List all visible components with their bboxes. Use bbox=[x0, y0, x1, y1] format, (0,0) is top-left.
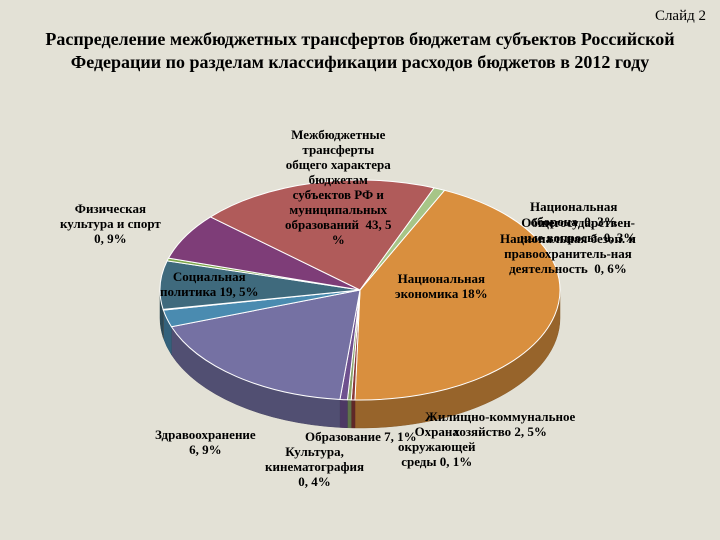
slice-label: Культура, кинематография 0, 4% bbox=[265, 445, 364, 490]
slice-label: Физическая культура и спорт 0, 9% bbox=[60, 202, 161, 247]
chart-title: Распределение межбюджетных трансфертов б… bbox=[0, 28, 720, 73]
slice-label: Национальная безоп. и правоохранитель-на… bbox=[500, 232, 636, 277]
slice-label: Национальная экономика 18% bbox=[395, 272, 488, 302]
slide-number: Слайд 2 bbox=[655, 8, 706, 25]
slice-label: Образование 7, 1% bbox=[305, 430, 417, 445]
slice-label: Здравоохранение 6, 9% bbox=[155, 428, 256, 458]
slide: Слайд 2 Распределение межбюджетных транс… bbox=[0, 0, 720, 540]
slice-label: Социальная политика 19, 5% bbox=[160, 270, 259, 300]
pie-chart: Межбюджетные трансферты общего характера… bbox=[0, 120, 720, 540]
slice-label: Межбюджетные трансферты общего характера… bbox=[285, 128, 392, 248]
